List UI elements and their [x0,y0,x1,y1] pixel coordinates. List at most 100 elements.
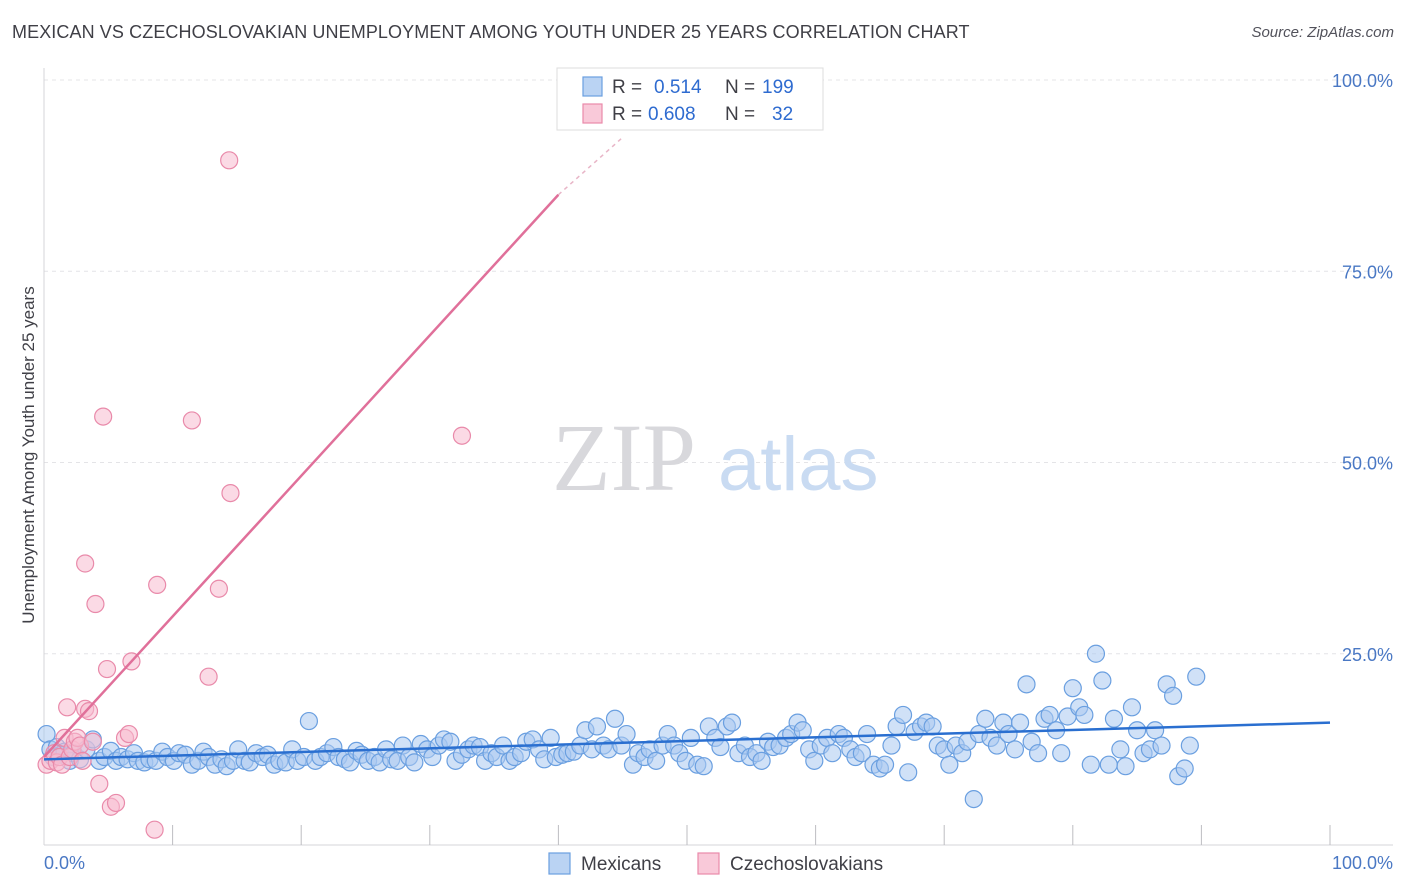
point-mexicans [681,728,700,748]
point-mexicans [805,751,824,770]
point-czechoslovakians [220,151,239,170]
trend-lines [43,136,1331,761]
point-mexicans [1187,667,1206,686]
trend-line-czechoslovakians-extension [557,136,624,196]
point-czechoslovakians [182,411,201,430]
point-mexicans [875,755,895,774]
point-mexicans [923,717,942,736]
bottom-legend-czechoslovakians: Czechoslovakians [730,854,883,875]
legend-n-value-2: 32 [772,104,793,125]
watermark-atlas: atlas [718,422,879,507]
point-mexicans [587,717,607,736]
chart-title: MEXICAN VS CZECHOSLOVAKIAN UNEMPLOYMENT … [12,22,970,42]
x-tick-label: 0.0% [44,853,85,873]
legend-r-label-2: R = [612,104,642,125]
bottom-legend-swatch-mexicans [548,852,571,875]
point-mexicans [976,709,995,728]
point-mexicans [1104,709,1124,728]
y-tick-label: 25.0% [1342,645,1393,665]
point-mexicans [441,732,460,751]
point-mexicans [1093,671,1112,690]
point-mexicans [711,737,730,757]
y-tick-labels: 25.0% 50.0% 75.0% 100.0% [1332,71,1393,665]
point-mexicans [1152,736,1171,755]
source-label: Source: ZipAtlas.com [1251,24,1394,41]
x-tick-label: 100.0% [1332,853,1393,873]
point-mexicans [940,755,959,774]
point-czechoslovakians [97,659,117,679]
point-mexicans [793,721,812,740]
legend: R = 0.514 N = 199 R = 0.608 N = 32 [556,67,824,131]
x-tick-labels: 0.0% 100.0% [44,853,1393,873]
watermark: ZIP atlas [552,404,879,511]
point-czechoslovakians [73,751,92,770]
point-mexicans [1146,721,1165,740]
point-mexicans [752,751,771,770]
point-czechoslovakians [119,724,138,744]
bottom-legend: Mexicans Czechoslovakians [548,852,883,875]
point-mexicans [1075,705,1094,725]
point-czechoslovakians [83,732,102,751]
point-mexicans [1005,740,1025,759]
point-czechoslovakians [106,793,126,813]
y-axis-label: Unemployment Among Youth under 25 years [19,286,38,623]
point-mexicans [1010,713,1030,732]
point-mexicans [605,709,625,728]
legend-r-value-1: 0.514 [654,77,702,98]
point-mexicans [1052,744,1071,763]
point-mexicans [999,724,1018,744]
legend-r-label-1: R = [612,77,642,98]
point-mexicans [857,724,877,744]
point-czechoslovakians [58,698,77,717]
point-mexicans [1081,755,1100,774]
point-czechoslovakians [221,484,240,503]
point-czechoslovakians [86,594,105,614]
point-mexicans [987,736,1007,755]
y-tick-label: 100.0% [1332,71,1393,91]
point-mexicans [1028,744,1048,763]
point-mexicans [964,789,983,809]
point-czechoslovakians [452,426,472,445]
point-mexicans [893,705,913,725]
point-czechoslovakians [76,554,95,573]
point-mexicans [1111,740,1130,759]
legend-n-label-2: N = [725,104,755,125]
point-mexicans [899,763,918,782]
grid-lines [44,79,1393,655]
y-tick-label: 75.0% [1342,262,1393,282]
watermark-zip: ZIP [552,404,696,511]
point-mexicans [1122,698,1142,717]
trend-line-czechoslovakians [43,193,560,758]
point-mexicans [1017,675,1036,694]
point-mexicans [1164,686,1183,705]
point-czechoslovakians [148,575,167,595]
point-mexicans [1116,757,1135,776]
point-mexicans [1099,755,1118,774]
point-czechoslovakians [199,667,218,686]
series-czechoslovakians [37,151,472,839]
point-czechoslovakians [209,579,228,598]
point-mexicans [1180,736,1199,755]
legend-n-label-1: N = [725,77,755,98]
bottom-legend-mexicans: Mexicans [581,854,661,875]
point-czechoslovakians [90,774,109,793]
y-tick-label: 50.0% [1342,454,1393,474]
point-mexicans [617,724,636,744]
point-czechoslovakians [94,407,113,426]
point-mexicans [1175,759,1194,778]
legend-swatch-mexicans [582,76,603,97]
point-mexicans [823,744,842,763]
bottom-legend-swatch-czechoslovakians [697,852,720,875]
point-czechoslovakians [145,820,164,839]
point-mexicans [541,728,560,748]
axes [43,68,1393,846]
point-czechoslovakians [79,702,99,721]
point-mexicans [1127,721,1147,740]
point-mexicans [1063,679,1082,698]
legend-swatch-czechoslovakians [582,103,603,124]
point-mexicans [1086,644,1106,663]
legend-r-value-2: 0.608 [648,104,696,125]
point-mexicans [694,757,713,776]
point-mexicans [882,736,901,755]
